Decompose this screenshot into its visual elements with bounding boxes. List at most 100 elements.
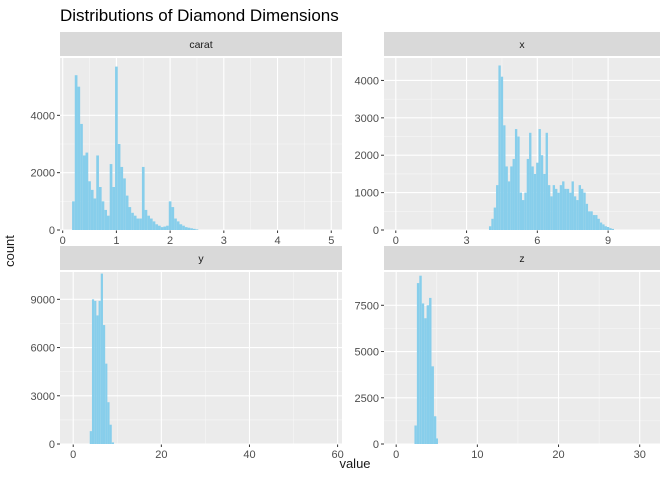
histogram-bar [491, 218, 494, 230]
histogram-bar [552, 185, 556, 230]
histogram-bar [179, 224, 183, 230]
histogram-bar [519, 192, 522, 230]
histogram-bar [611, 228, 614, 230]
histogram-bar [94, 300, 97, 444]
x-tick-label: 2 [167, 235, 173, 247]
histogram-bar [435, 438, 438, 444]
histogram-bar [557, 192, 560, 230]
histogram-bar [547, 185, 551, 230]
y-tick-label: 0 [373, 439, 379, 451]
histogram-bar [85, 152, 89, 230]
x-tick-label: 4 [274, 235, 280, 247]
facet-strip [60, 32, 342, 56]
histogram-bar [590, 211, 593, 230]
histogram-bar [98, 300, 101, 444]
facet-carat: carat 0 1 2 3 4 5 0 2000 4000 [31, 32, 342, 256]
histogram-bar [155, 224, 159, 230]
histogram-bar [91, 299, 95, 444]
histogram-bar [109, 424, 112, 444]
x-tick-label: 9 [605, 235, 611, 247]
y-tick-label: 5000 [355, 347, 379, 359]
facet-strip-label: z [519, 253, 524, 265]
histogram-bar [166, 225, 169, 230]
histogram-bar [559, 185, 563, 230]
histogram-bar [500, 76, 504, 230]
histogram-bar [569, 192, 572, 230]
y-tick-label: 7500 [355, 300, 379, 312]
histogram-bar [522, 200, 525, 230]
histogram-bar [133, 215, 137, 230]
histogram-bar [514, 129, 518, 230]
x-tick-label: 0 [393, 235, 399, 247]
histogram-bar [540, 155, 544, 230]
histogram-bar [82, 155, 86, 230]
y-tick-label: 2000 [355, 150, 379, 162]
histogram-bar [104, 209, 107, 230]
histogram-bar [602, 224, 605, 230]
histogram-bar [529, 132, 532, 230]
histogram-bar [414, 425, 417, 444]
y-tick-label: 6000 [31, 343, 55, 355]
histogram-bar [566, 188, 570, 230]
histogram-bar [136, 218, 140, 230]
histogram-bar [192, 228, 196, 230]
facet-strip [384, 32, 660, 56]
y-tick-label: 3000 [355, 113, 379, 125]
histogram-bar [72, 201, 75, 230]
histogram-bar [505, 166, 508, 230]
histogram-bar [101, 201, 105, 230]
histogram-bar [433, 416, 437, 444]
histogram-bar [488, 226, 492, 230]
histogram-bar [609, 228, 612, 230]
histogram-bar [604, 226, 607, 230]
facet-y-plot: y 0 20 40 60 0 3000 6000 9000 [31, 246, 344, 461]
x-tick-label: 1 [113, 235, 119, 247]
histogram-bar [174, 218, 177, 230]
facet-z-plot: z 0 10 20 30 0 2500 5000 7500 [355, 246, 660, 461]
histogram-bar [510, 166, 513, 230]
histogram-bar [426, 305, 430, 444]
histogram-bar [421, 303, 425, 444]
histogram-bar [595, 215, 598, 230]
histogram-bar [141, 166, 145, 230]
histogram-bar [507, 181, 511, 230]
x-tick-label: 3 [221, 235, 227, 247]
histogram-bar [112, 187, 116, 230]
histogram-bar [592, 215, 596, 230]
histogram-bar [429, 297, 432, 444]
histogram-bar [493, 207, 497, 230]
histogram-bar [115, 66, 118, 230]
x-tick-label: 0 [393, 449, 399, 461]
histogram-bar [543, 173, 546, 230]
histogram-bar [182, 225, 185, 230]
histogram-bar [498, 65, 501, 230]
x-tick-label: 60 [331, 449, 343, 461]
x-tick-label: 30 [634, 449, 646, 461]
histogram-bar [120, 166, 124, 230]
histogram-bar [599, 222, 603, 230]
histogram-bar [100, 273, 103, 444]
histogram-bar [90, 189, 94, 230]
histogram-bar [526, 158, 530, 230]
histogram-bar [531, 166, 534, 230]
facet-strip-label: x [519, 39, 525, 51]
histogram-bar [117, 144, 121, 230]
histogram-bar [571, 181, 574, 230]
x-tick-label: 20 [155, 449, 167, 461]
chart-title: Distributions of Diamond Dimensions [60, 6, 339, 25]
histogram-bar [88, 181, 91, 230]
x-tick-label: 10 [471, 449, 483, 461]
histogram-bar [184, 227, 188, 230]
histogram-bar [588, 211, 591, 230]
y-tick-label: 4000 [31, 110, 55, 122]
x-axis-label: value [339, 456, 371, 471]
histogram-bar [147, 215, 150, 230]
histogram-bar [139, 218, 142, 230]
facet-strip-label: carat [189, 39, 212, 51]
y-tick-label: 3000 [31, 391, 55, 403]
facet-y: y 0 20 40 60 0 3000 6000 9000 [31, 246, 344, 470]
facet-z: z 0 10 20 30 0 2500 5000 7500 [355, 246, 660, 470]
histogram-bar [536, 162, 539, 230]
y-tick-label: 0 [49, 225, 55, 237]
facet-strip [60, 246, 342, 270]
